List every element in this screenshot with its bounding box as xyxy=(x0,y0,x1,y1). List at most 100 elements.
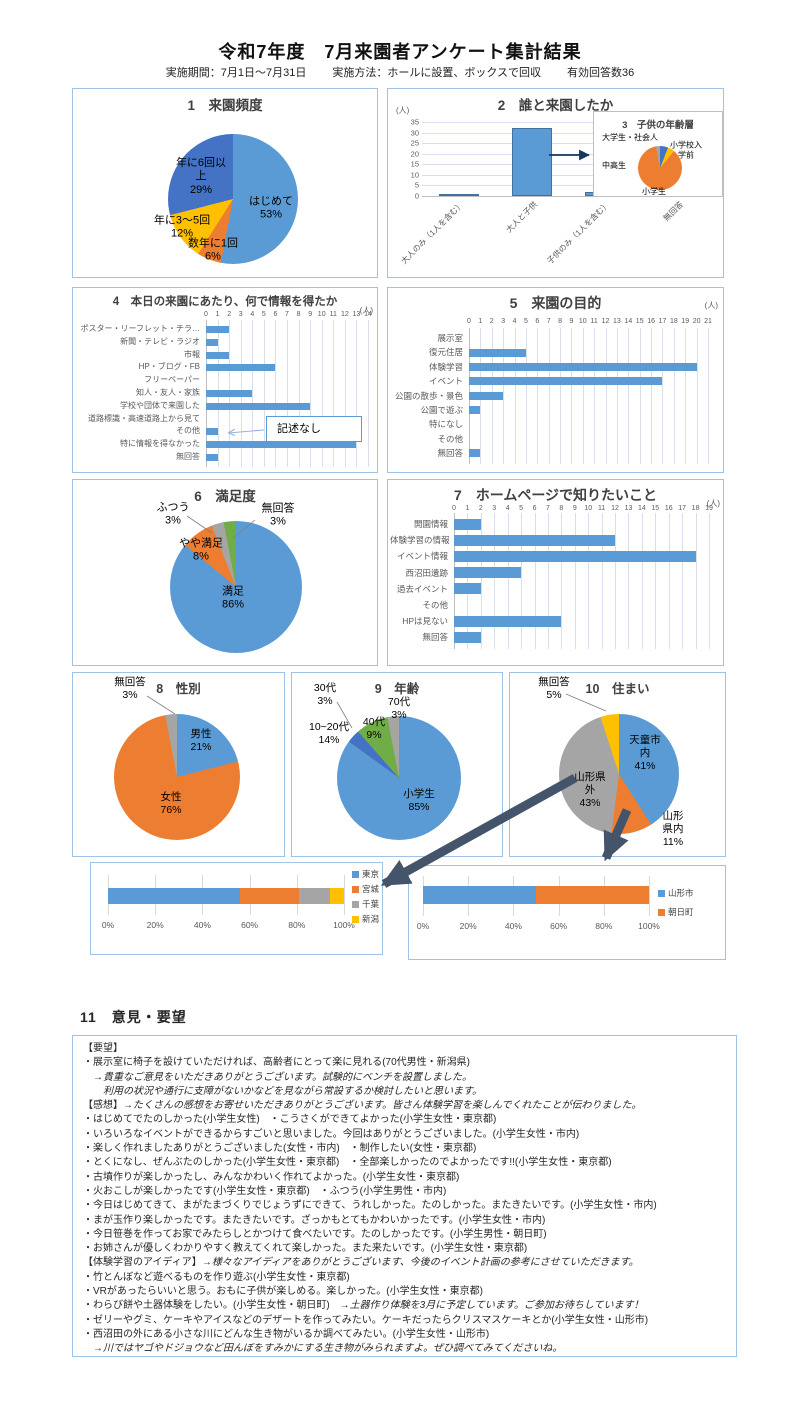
category-label: 西沼田遺跡 xyxy=(405,567,448,578)
axis-tick-label: 1 xyxy=(215,311,220,318)
chart-title: 2 誰と来園したか xyxy=(497,98,614,113)
gridline xyxy=(344,320,346,467)
gridline xyxy=(344,875,345,915)
axis-tick-label: 6 xyxy=(273,311,278,318)
axis-tick-label: 10 xyxy=(578,318,587,325)
bar xyxy=(206,325,230,333)
gridline xyxy=(503,328,505,464)
pie-slice-label: 年に6回以上 29% xyxy=(175,156,227,196)
gridline xyxy=(534,513,536,649)
pie-slice-label: 無回答 3% xyxy=(114,676,146,701)
legend-swatch xyxy=(658,909,665,916)
bar xyxy=(438,193,479,196)
unit-label: (人) xyxy=(359,306,373,315)
gridline xyxy=(588,513,590,649)
axis-tick-label: 1 xyxy=(478,318,483,325)
gridline xyxy=(560,328,562,464)
stacked-bar-segment xyxy=(536,886,649,904)
axis-tick-label: 5 xyxy=(523,318,528,325)
opinion-line: ・はじめてでたのしかった(小学生女性) ・こうさくができてよかった(小学生女性・… xyxy=(83,1114,497,1126)
gridline xyxy=(494,513,496,649)
page-subtitle: 実施期間：7月1日～7月31日 実施方法：ホールに設置、ボックスで回収 有効回答数3… xyxy=(0,64,800,80)
gridline xyxy=(252,320,254,467)
panel-10-residence: 10 住まい 天童市内 41% 山形県内 11% 山形県外 43% 無回答 5% xyxy=(509,672,726,857)
category-label: 知人・友人・家族 xyxy=(136,388,200,397)
gridline xyxy=(696,328,698,464)
gridline xyxy=(454,513,455,649)
bar xyxy=(454,615,562,627)
opinion-line: ・お姉さんが優しくわかりやすく教えてくれて楽しかった。また来たいです。(小学生女… xyxy=(83,1243,528,1255)
gridline xyxy=(467,513,469,649)
gridline xyxy=(356,320,358,467)
opinion-line: 利用の状況や通行に支障がないかなどを見ながら常設するか検討したいと思います。 xyxy=(83,1085,482,1097)
bar xyxy=(206,389,253,397)
axis-tick-label: 5 xyxy=(519,505,524,512)
bar xyxy=(454,551,696,562)
opinion-line: 【体験学習のアイディア】→様々なアイディアをありがとうございます、今後のイベント… xyxy=(83,1257,639,1269)
legend-swatch xyxy=(352,916,359,923)
axis-tick-label: 12 xyxy=(611,505,619,512)
gridline xyxy=(601,513,603,649)
axis-tick-label: 14 xyxy=(624,318,633,325)
bar xyxy=(454,632,481,643)
pie-slice-label: 小学生 85% xyxy=(403,788,435,813)
pie-slice-label: はじめて 53% xyxy=(249,195,293,221)
opinion-line: 【要望】 xyxy=(83,1043,123,1054)
pie-slice-label: 30代 3% xyxy=(313,682,337,707)
chart-title: 10 住まい xyxy=(585,682,650,696)
axis-tick-label: 18 xyxy=(669,318,678,325)
category-label: 公園の散歩・景色 xyxy=(394,390,463,401)
gridline xyxy=(571,328,573,464)
gridline xyxy=(422,185,714,187)
category-label: 無回答 xyxy=(176,452,200,461)
opinion-line: ・古墳作りが楽しかったし、みんなかわいく作れてよかった。(小学生女性・東京都) xyxy=(83,1171,460,1183)
opinion-line: ・楽しく作れましたありがとうございました(女性・市内) ・制作したい(女性・東京… xyxy=(83,1143,477,1155)
gridline xyxy=(422,143,714,145)
pie-chart xyxy=(638,146,682,190)
chart-title: 8 性別 xyxy=(156,682,201,696)
chart-title: 1 来園頻度 xyxy=(187,98,263,113)
axis-tick-label: 10 xyxy=(317,311,326,318)
axis-tick-label: 16 xyxy=(647,318,655,325)
panel-8-gender: 8 性別 男性 21% 女性 76% 無回答 3% xyxy=(72,672,285,857)
gridline xyxy=(682,513,684,649)
axis-tick-label: 16 xyxy=(664,505,673,512)
unit-label: (人) xyxy=(396,106,410,115)
gridline xyxy=(582,328,584,464)
pie-slice-label: 年に3～5回 12% xyxy=(153,214,211,240)
gridline xyxy=(628,328,630,464)
bar xyxy=(206,338,218,346)
gridline xyxy=(263,320,265,467)
pie-slice-label: 70代 3% xyxy=(387,696,411,721)
axis-tick-label: 20 xyxy=(692,318,701,325)
stacked-bar-segment xyxy=(423,886,536,904)
gridline xyxy=(548,328,550,464)
panel-6-satisfaction: 6 満足度 満足 86% やや満足 8% ふつう 3% 無回答 3% xyxy=(72,479,378,666)
axis-tick-label: 12 xyxy=(601,318,610,325)
category-label: イベント xyxy=(428,376,463,387)
axis-tick-label: 15 xyxy=(651,505,660,512)
bar xyxy=(206,364,276,372)
gridline xyxy=(480,513,482,649)
axis-tick-label: 2 xyxy=(478,505,483,512)
gridline xyxy=(521,513,523,649)
axis-tick-label: 30 xyxy=(410,128,419,138)
category-label: 開園情報 xyxy=(413,519,448,529)
pie-slice-label: 40代 9% xyxy=(362,716,386,741)
gridline xyxy=(525,328,527,464)
callout-note: 記述なし xyxy=(266,416,362,442)
axis-tick-label: 17 xyxy=(658,318,667,325)
legend-item: 朝日町 xyxy=(658,906,694,918)
opinion-line: →川ではヤゴやドジョウなど田んぼをすみかにする生き物がみられますよ。ぜひ調べてみ… xyxy=(83,1343,563,1355)
category-label: 体験学習 xyxy=(428,361,463,372)
legend-swatch xyxy=(352,871,359,878)
category-label: 学校や団体で来園した xyxy=(120,400,200,410)
gridline xyxy=(422,196,714,197)
axis-tick-label: 18 xyxy=(691,505,700,512)
pie-slice-label: 無回答 3% xyxy=(261,502,295,528)
axis-tick-label: 21 xyxy=(704,318,712,325)
category-label: 特に情報を得なかった xyxy=(120,439,200,449)
gridline xyxy=(333,320,335,467)
chart-title: 7 ホームページで知りたいこと xyxy=(453,487,658,503)
axis-tick-label: 3 xyxy=(501,318,506,325)
